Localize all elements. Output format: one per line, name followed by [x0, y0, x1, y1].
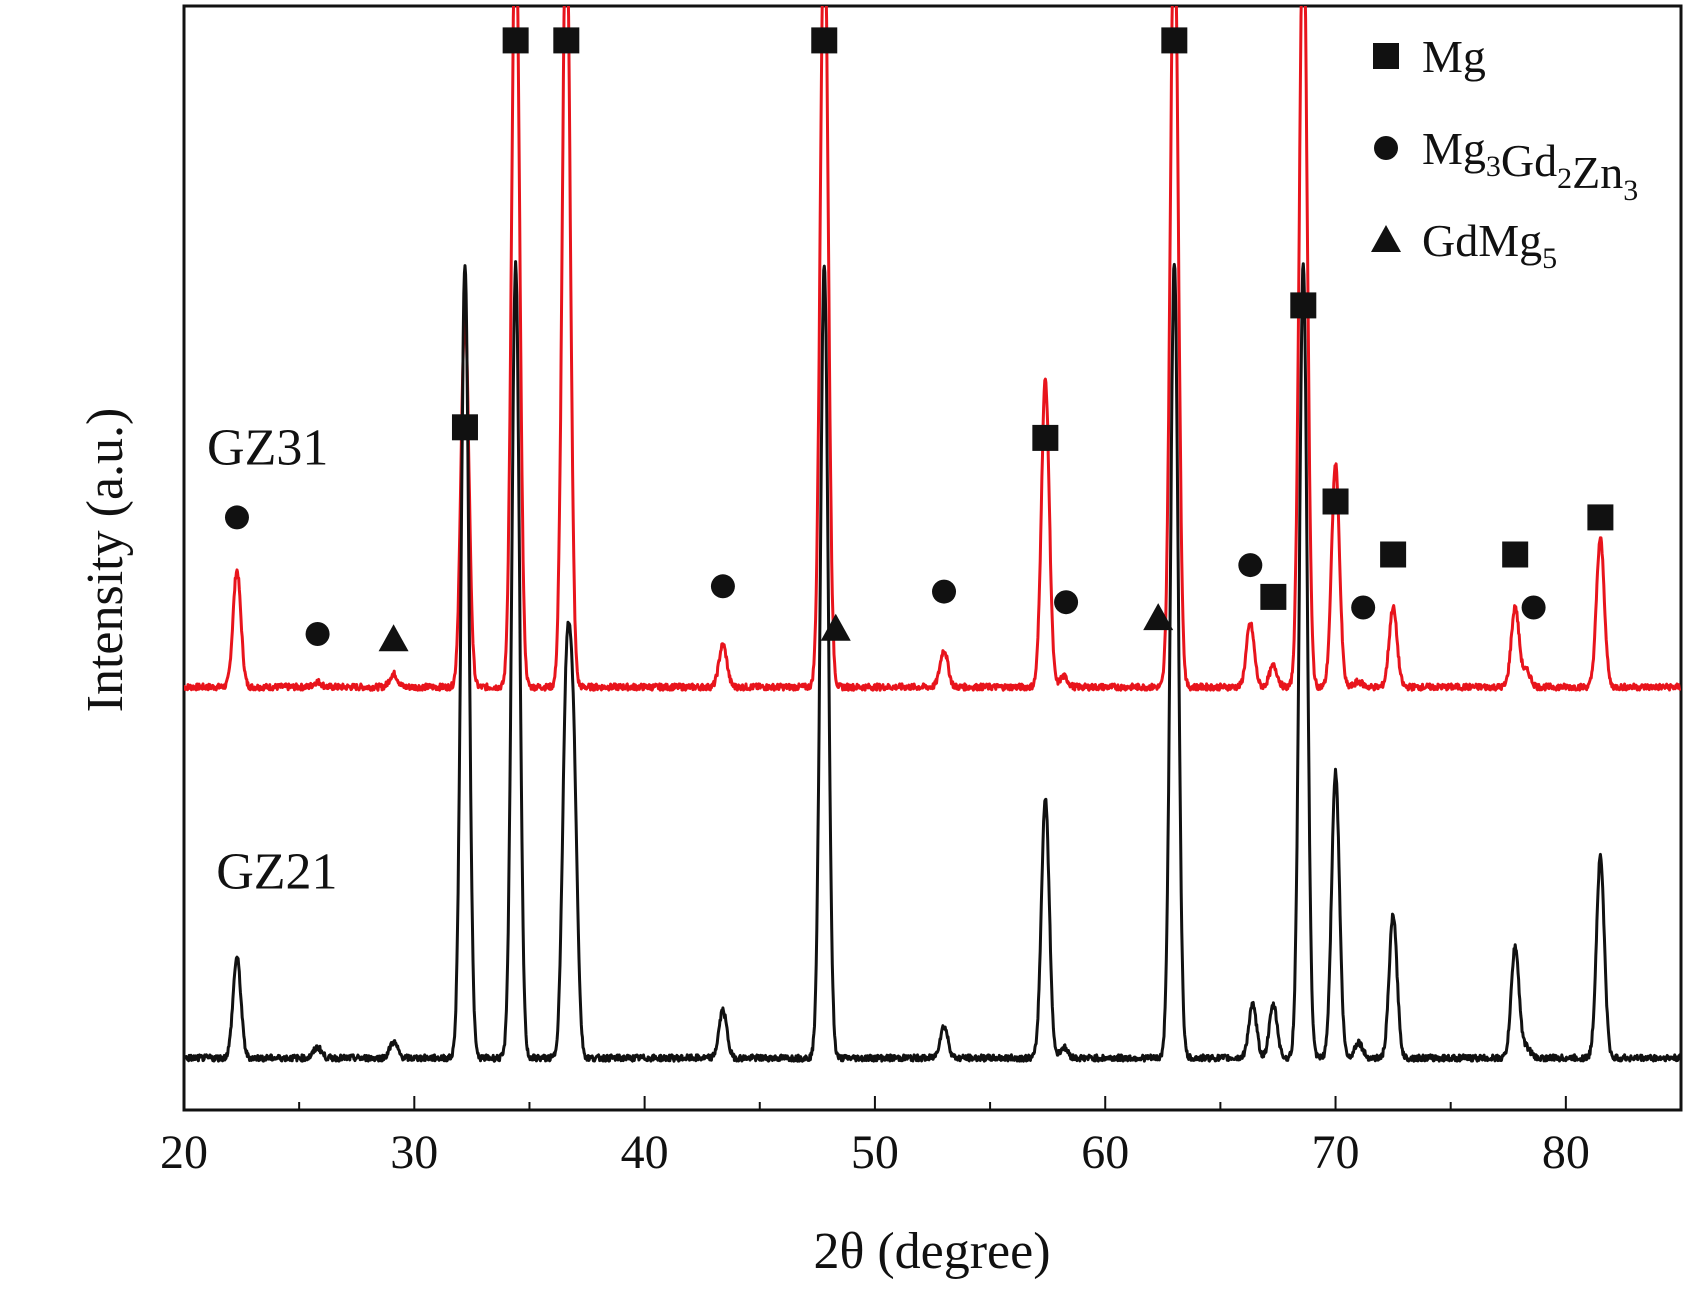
legend-label: Mg — [1422, 31, 1486, 82]
mg3gd2zn3-phase-marker — [710, 574, 735, 599]
mg-phase-marker — [1587, 504, 1614, 531]
x-axis-ticks: 20 30 40 50 60 70 80 — [160, 1096, 1590, 1179]
curve-label-gz31: GZ31 — [207, 419, 328, 476]
mg-phase-marker — [502, 27, 529, 54]
gdmg5-phase-marker — [1143, 603, 1174, 631]
legend-label: GdMg5 — [1422, 215, 1557, 275]
y-axis-title: Intensity (a.u.) — [77, 408, 134, 713]
gdmg5-phase-marker — [378, 624, 409, 652]
gdmg5-phase-marker — [820, 613, 851, 641]
curves — [184, 6, 1681, 1063]
mg3gd2zn3-phase-marker — [932, 579, 957, 604]
x-tick-label: 30 — [390, 1126, 438, 1179]
curve-label-gz21: GZ21 — [216, 843, 337, 900]
mg3gd2zn3-phase-marker — [1521, 595, 1546, 620]
mg-phase-marker — [553, 27, 580, 54]
mg3gd2zn3-phase-marker — [1351, 595, 1376, 620]
mg-phase-marker — [1161, 27, 1188, 54]
x-tick-label: 20 — [160, 1126, 208, 1179]
legend-triangle-icon — [1371, 225, 1401, 252]
legend: Mg Mg3Gd2Zn3 GdMg5 — [1371, 31, 1638, 275]
x-tick-label: 40 — [621, 1126, 669, 1179]
phase-markers — [224, 27, 1614, 652]
series-gz21-line — [184, 260, 1681, 1063]
x-axis-title: 2θ (degree) — [813, 1223, 1050, 1280]
mg-phase-marker — [1290, 292, 1317, 319]
x-tick-label: 60 — [1081, 1126, 1129, 1179]
legend-label: Mg3Gd2Zn3 — [1422, 123, 1638, 207]
mg3gd2zn3-phase-marker — [1054, 590, 1079, 615]
legend-square-icon — [1373, 43, 1399, 69]
curve-labels: GZ31 GZ21 — [207, 419, 338, 900]
series-gz31-line — [184, 6, 1681, 692]
legend-circle-icon — [1374, 136, 1398, 160]
x-tick-label: 80 — [1542, 1126, 1590, 1179]
mg-phase-marker — [1380, 541, 1407, 568]
mg3gd2zn3-phase-marker — [224, 505, 249, 530]
mg3gd2zn3-phase-marker — [1238, 553, 1263, 578]
mg-phase-marker — [1260, 583, 1287, 610]
mg-phase-marker — [1032, 424, 1059, 451]
mg3gd2zn3-phase-marker — [305, 622, 330, 646]
x-tick-label: 70 — [1312, 1126, 1360, 1179]
plot-frame — [182, 4, 1683, 1112]
mg-phase-marker — [811, 27, 838, 54]
mg-phase-marker — [451, 414, 478, 441]
x-tick-label: 50 — [851, 1126, 899, 1179]
mg-phase-marker — [1502, 541, 1529, 568]
mg-phase-marker — [1322, 488, 1349, 515]
